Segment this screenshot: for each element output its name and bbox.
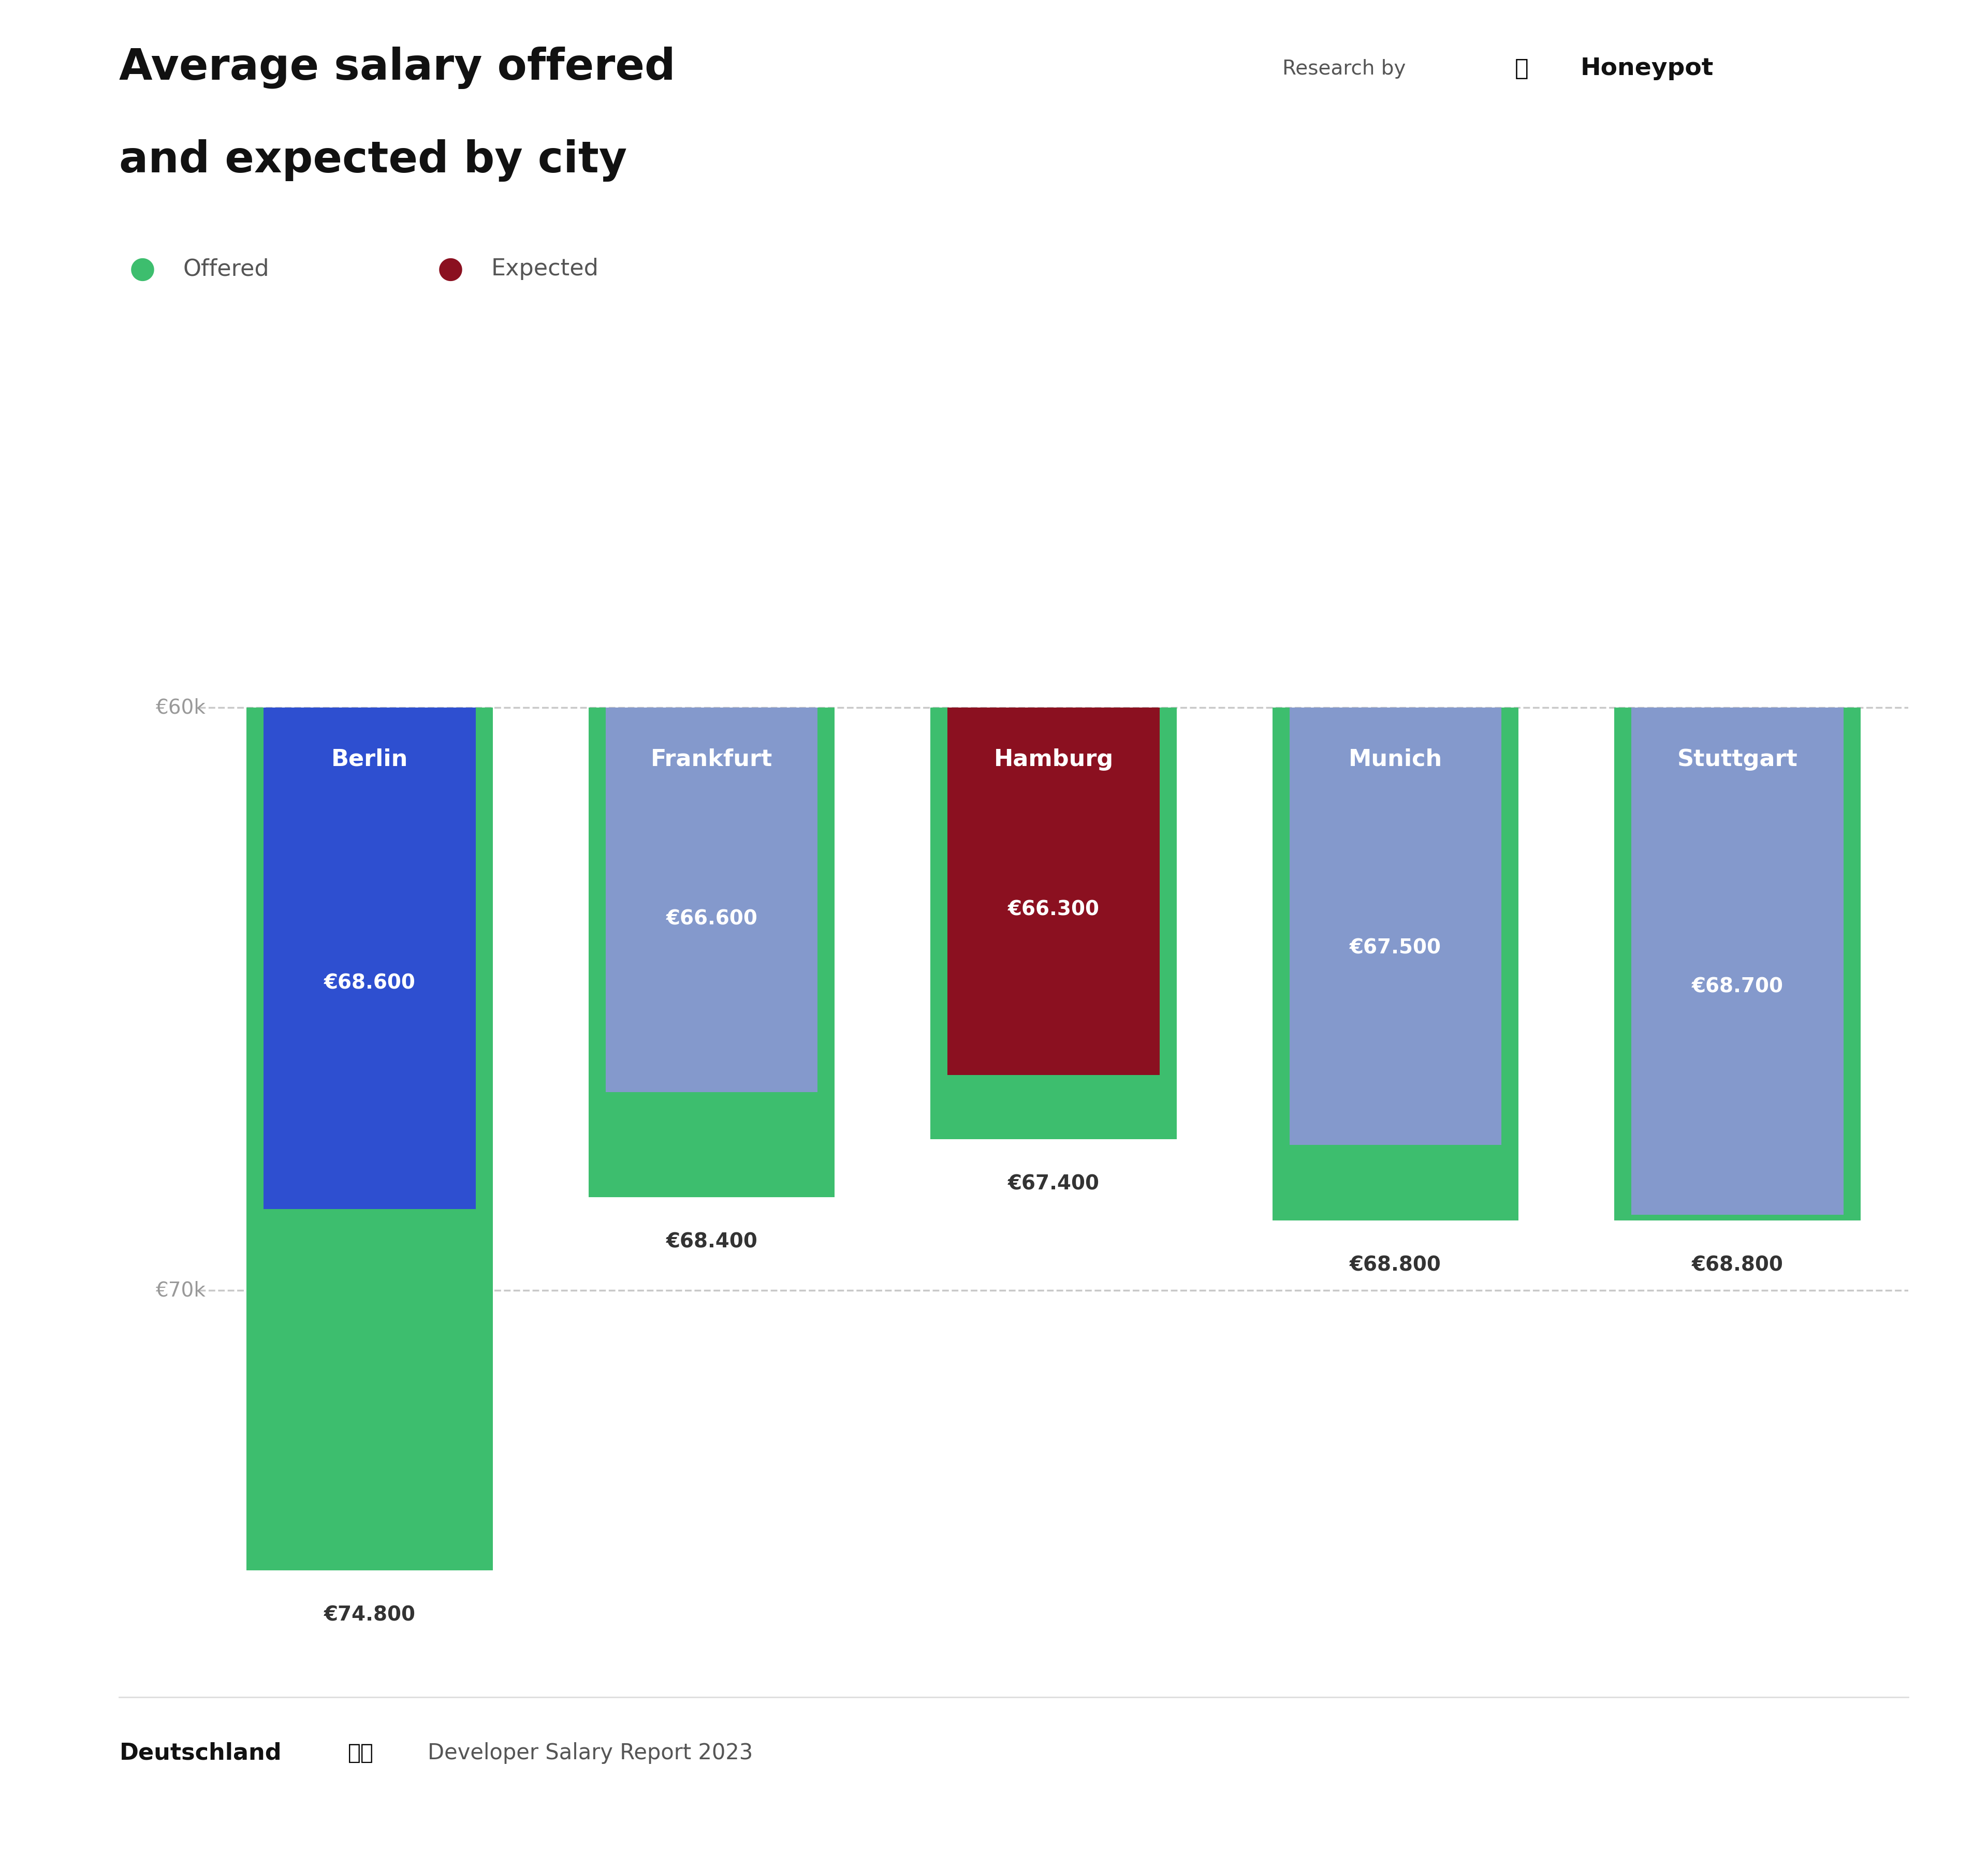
Text: 🍯: 🍯 [1515, 58, 1529, 80]
Text: €67.500: €67.500 [1350, 939, 1441, 957]
Text: €70k: €70k [155, 1280, 205, 1300]
Text: €74.800: €74.800 [324, 1605, 415, 1625]
Text: 🇩🇪: 🇩🇪 [348, 1742, 374, 1764]
Bar [1614, 707, 1861, 1221]
Text: Expected: Expected [491, 258, 598, 280]
Text: Stuttgart: Stuttgart [1678, 748, 1797, 770]
Bar [247, 707, 493, 1571]
Text: €66.300: €66.300 [1008, 900, 1099, 920]
Text: Research by: Research by [1282, 59, 1406, 78]
Bar [948, 707, 1159, 1074]
Bar [1272, 707, 1519, 1221]
Text: Frankfurt: Frankfurt [650, 748, 773, 770]
Text: €68.800: €68.800 [1692, 1256, 1783, 1274]
Text: €67.400: €67.400 [1008, 1174, 1099, 1193]
Text: Average salary offered: Average salary offered [119, 46, 676, 89]
Text: Berlin: Berlin [332, 748, 408, 770]
Text: and expected by city: and expected by city [119, 139, 628, 182]
Text: €60k: €60k [155, 697, 205, 718]
Bar [588, 707, 835, 1196]
Text: €68.600: €68.600 [324, 974, 415, 992]
Text: €66.600: €66.600 [666, 909, 757, 929]
Text: €68.400: €68.400 [666, 1232, 757, 1252]
Text: ●: ● [129, 254, 155, 284]
Text: ●: ● [437, 254, 463, 284]
Text: Developer Salary Report 2023: Developer Salary Report 2023 [427, 1742, 753, 1764]
Text: €68.700: €68.700 [1692, 978, 1783, 996]
Text: Deutschland: Deutschland [119, 1742, 282, 1764]
Text: Hamburg: Hamburg [994, 748, 1113, 770]
Text: Honeypot: Honeypot [1580, 58, 1714, 80]
Bar [930, 707, 1177, 1139]
Text: Munich: Munich [1348, 748, 1443, 770]
Bar [1290, 707, 1501, 1145]
Text: Offered: Offered [183, 258, 268, 280]
Bar [606, 707, 817, 1093]
Bar [264, 707, 475, 1209]
Text: €68.800: €68.800 [1350, 1256, 1441, 1274]
Bar [1632, 707, 1843, 1215]
